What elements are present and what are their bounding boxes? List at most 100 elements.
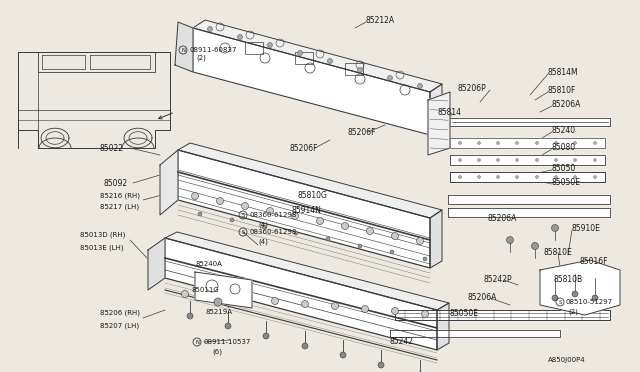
Circle shape bbox=[216, 198, 223, 205]
Text: 85810F: 85810F bbox=[548, 86, 577, 94]
Circle shape bbox=[191, 192, 198, 199]
Text: 85242P: 85242P bbox=[484, 276, 513, 285]
Text: 85080: 85080 bbox=[552, 142, 576, 151]
Polygon shape bbox=[430, 210, 442, 268]
Text: 85050E: 85050E bbox=[552, 177, 581, 186]
Polygon shape bbox=[42, 55, 85, 69]
Circle shape bbox=[573, 158, 577, 161]
Circle shape bbox=[497, 141, 499, 144]
Polygon shape bbox=[430, 84, 442, 135]
Text: 85206A: 85206A bbox=[552, 99, 581, 109]
Text: A850J00P4: A850J00P4 bbox=[548, 357, 586, 363]
Circle shape bbox=[214, 298, 222, 306]
Bar bbox=[345, 63, 363, 75]
Text: (4): (4) bbox=[258, 239, 268, 245]
Circle shape bbox=[230, 218, 234, 222]
Text: 85022: 85022 bbox=[100, 144, 124, 153]
Text: 85206P: 85206P bbox=[458, 83, 487, 93]
Circle shape bbox=[592, 295, 598, 301]
Polygon shape bbox=[428, 92, 450, 155]
Text: S: S bbox=[241, 212, 244, 218]
Circle shape bbox=[332, 302, 339, 310]
Circle shape bbox=[241, 295, 248, 302]
Circle shape bbox=[387, 76, 392, 80]
Circle shape bbox=[477, 176, 481, 179]
Circle shape bbox=[392, 308, 399, 314]
Polygon shape bbox=[437, 303, 449, 350]
Circle shape bbox=[328, 58, 333, 64]
Text: 85240A: 85240A bbox=[196, 261, 223, 267]
Circle shape bbox=[198, 212, 202, 216]
Text: 08360-61298: 08360-61298 bbox=[249, 229, 296, 235]
Circle shape bbox=[593, 158, 596, 161]
Polygon shape bbox=[540, 260, 620, 315]
Polygon shape bbox=[165, 238, 437, 350]
Text: 85016F: 85016F bbox=[580, 257, 609, 266]
Text: N: N bbox=[181, 48, 185, 52]
Circle shape bbox=[593, 141, 596, 144]
Circle shape bbox=[515, 158, 518, 161]
Circle shape bbox=[506, 237, 513, 244]
Text: 85810E: 85810E bbox=[544, 247, 573, 257]
Text: (2): (2) bbox=[568, 309, 578, 315]
Text: (2): (2) bbox=[196, 55, 206, 61]
Circle shape bbox=[552, 295, 558, 301]
Circle shape bbox=[477, 158, 481, 161]
Circle shape bbox=[554, 158, 557, 161]
Text: 85011G: 85011G bbox=[192, 287, 220, 293]
Circle shape bbox=[362, 305, 369, 312]
Polygon shape bbox=[450, 138, 605, 148]
Text: 08911-10537: 08911-10537 bbox=[203, 339, 250, 345]
Text: 85217 (LH): 85217 (LH) bbox=[100, 204, 139, 210]
Circle shape bbox=[367, 228, 374, 234]
Circle shape bbox=[317, 218, 323, 224]
Text: 85050E: 85050E bbox=[450, 310, 479, 318]
Circle shape bbox=[340, 352, 346, 358]
Circle shape bbox=[326, 237, 330, 241]
Text: 08510-51297: 08510-51297 bbox=[566, 299, 613, 305]
Text: 85814: 85814 bbox=[438, 108, 462, 116]
Text: 85814M: 85814M bbox=[548, 67, 579, 77]
Text: 85910E: 85910E bbox=[572, 224, 601, 232]
Circle shape bbox=[417, 237, 424, 244]
Text: 08911-60837: 08911-60837 bbox=[189, 47, 237, 53]
Polygon shape bbox=[395, 310, 610, 320]
Polygon shape bbox=[18, 52, 170, 148]
Circle shape bbox=[593, 176, 596, 179]
Polygon shape bbox=[195, 272, 252, 308]
Circle shape bbox=[237, 35, 243, 39]
Polygon shape bbox=[390, 330, 560, 337]
Circle shape bbox=[263, 333, 269, 339]
Polygon shape bbox=[90, 55, 150, 69]
Text: 85206A: 85206A bbox=[488, 214, 517, 222]
Polygon shape bbox=[450, 118, 610, 126]
Bar bbox=[245, 42, 263, 54]
Circle shape bbox=[497, 158, 499, 161]
Circle shape bbox=[294, 231, 298, 235]
Circle shape bbox=[497, 176, 499, 179]
Text: 85050: 85050 bbox=[552, 164, 576, 173]
Circle shape bbox=[262, 225, 266, 229]
Circle shape bbox=[342, 222, 349, 230]
Circle shape bbox=[573, 176, 577, 179]
Circle shape bbox=[298, 51, 303, 55]
Polygon shape bbox=[193, 20, 442, 92]
Polygon shape bbox=[178, 143, 442, 218]
Text: 85914N: 85914N bbox=[292, 205, 322, 215]
Polygon shape bbox=[148, 238, 165, 290]
Text: 85206 (RH): 85206 (RH) bbox=[100, 310, 140, 316]
Circle shape bbox=[554, 176, 557, 179]
Circle shape bbox=[536, 141, 538, 144]
Circle shape bbox=[573, 141, 577, 144]
Text: 85242: 85242 bbox=[390, 337, 414, 346]
Circle shape bbox=[378, 362, 384, 368]
Text: 85219A: 85219A bbox=[205, 309, 232, 315]
Circle shape bbox=[211, 294, 218, 301]
Text: 85240: 85240 bbox=[552, 125, 576, 135]
Circle shape bbox=[536, 176, 538, 179]
Circle shape bbox=[392, 232, 399, 240]
Polygon shape bbox=[175, 22, 193, 72]
Circle shape bbox=[268, 42, 273, 48]
Circle shape bbox=[477, 141, 481, 144]
Text: 85206A: 85206A bbox=[468, 294, 497, 302]
